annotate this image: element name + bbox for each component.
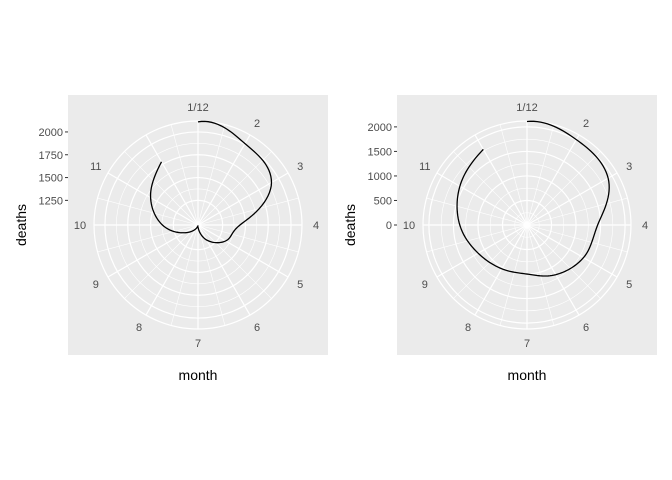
month-tick-label: 6 [583,322,589,334]
month-tick-label: 9 [93,279,99,291]
month-tick-label: 4 [642,220,648,232]
minor-spoke [526,124,555,226]
minor-spoke [499,224,528,326]
x-axis-title: month [508,367,547,383]
major-spoke [526,224,580,316]
minor-spoke [453,151,528,226]
minor-spoke [97,224,199,253]
radial-tick-label: 1750 [39,150,63,162]
radial-tick-label: 1500 [39,173,63,185]
major-spoke [526,224,618,278]
minor-spoke [526,224,628,253]
month-tick-label: 11 [90,161,101,173]
radial-tick-label: 1250 [39,195,63,207]
minor-spoke [426,197,528,226]
month-tick-label: 7 [524,338,530,350]
major-spoke [197,134,251,226]
major-spoke [526,134,580,226]
minor-spoke [197,124,226,226]
month-tick-label: 11 [419,161,430,173]
major-spoke [197,172,289,226]
y-axis-title: deaths [13,204,29,246]
month-tick-label: 9 [422,279,428,291]
radial-tick-label: 2000 [39,127,63,139]
minor-spoke [97,197,199,226]
minor-spoke [197,197,299,226]
minor-spoke [526,224,601,299]
month-tick-label: 3 [626,161,632,173]
month-tick-label: 10 [74,220,86,232]
major-spoke [107,224,199,278]
minor-spoke [124,151,199,226]
major-spoke [526,172,618,226]
month-tick-label: 5 [626,279,632,291]
month-tick-label: 10 [403,220,415,232]
month-tick-label: 2 [254,118,260,130]
major-spoke [197,224,289,278]
chart-2: 1/12 2 3 4 5 6 7 8 9 10 11 0 500 1000 1500 2000 month dea… [342,95,657,383]
month-tick-label: 1/12 [187,102,208,114]
month-tick-label: 6 [254,322,260,334]
radial-tick-label: 1000 [368,171,392,183]
radial-tick-label: 0 [386,220,392,232]
major-spoke [145,134,199,226]
month-tick-label: 3 [297,161,303,173]
minor-spoke [170,124,199,226]
major-spoke [107,172,199,226]
minor-spoke [197,224,299,253]
radial-tick-label: 2000 [368,122,392,134]
minor-spoke [197,224,272,299]
chart-1: 1/12 2 3 4 5 6 7 8 9 10 11 1250 1500 1750 2000 month dea… [13,95,328,383]
minor-spoke [426,224,528,253]
radial-tick-label: 1500 [368,146,392,158]
major-spoke [436,224,528,278]
radial-tick-label: 500 [374,195,392,207]
minor-spoke [197,224,226,326]
month-tick-label: 8 [465,322,471,334]
minor-spoke [453,224,528,299]
minor-spoke [526,151,601,226]
month-tick-label: 4 [313,220,319,232]
minor-spoke [499,124,528,226]
minor-spoke [170,224,199,326]
y-axis-title: deaths [342,204,358,246]
minor-spoke [526,197,628,226]
x-axis-title: month [179,367,218,383]
minor-spoke [197,151,272,226]
month-tick-label: 5 [297,279,303,291]
month-tick-label: 2 [583,118,589,130]
month-tick-label: 8 [136,322,142,334]
month-tick-label: 1/12 [516,102,537,114]
major-spoke [474,224,528,316]
major-spoke [436,172,528,226]
minor-spoke [124,224,199,299]
series-line [149,120,273,244]
series-line [456,120,610,277]
major-spoke [145,224,199,316]
month-tick-label: 7 [195,338,201,350]
